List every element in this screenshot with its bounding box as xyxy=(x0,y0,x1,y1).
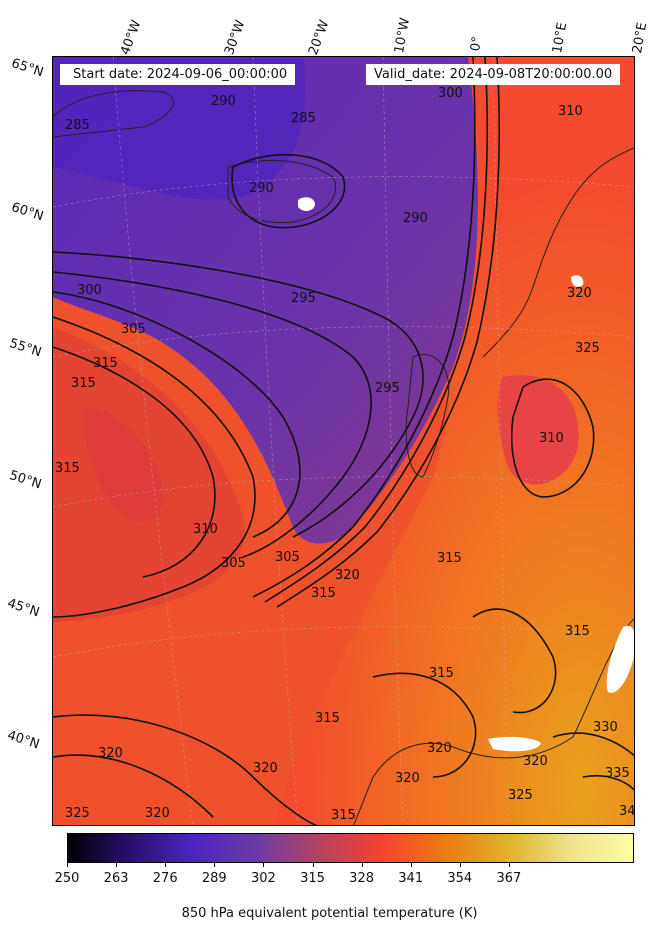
contour-label: 305 xyxy=(121,322,146,337)
colorbar-tickmark xyxy=(263,863,265,867)
contour-label: 310 xyxy=(539,431,564,446)
colorbar-tickmark xyxy=(459,863,461,867)
lat-label: 45°N xyxy=(5,596,42,621)
contour-label: 315 xyxy=(315,711,340,726)
lon-label: 0° xyxy=(468,35,486,53)
contour-label: 295 xyxy=(291,291,316,306)
map-panel: 285 290 285 290 290 300 310 295 300 305 … xyxy=(52,56,635,826)
colorbar-tick-label: 289 xyxy=(201,871,227,886)
contour-label: 315 xyxy=(437,551,462,566)
contour-label: 285 xyxy=(291,111,316,126)
colorbar-tick-label: 250 xyxy=(54,871,80,886)
colorbar-tick-label: 263 xyxy=(103,871,129,886)
contour-label: 315 xyxy=(331,808,356,823)
nodata-patch xyxy=(298,197,315,211)
contour-label: 340 xyxy=(619,804,635,819)
contour-label: 330 xyxy=(593,720,618,735)
contour-label: 320 xyxy=(395,771,420,786)
colorbar-tickmark xyxy=(508,863,510,867)
contour-label: 315 xyxy=(429,666,454,681)
colorbar-tickmark xyxy=(312,863,314,867)
greenland-coast xyxy=(53,90,174,138)
contour-label: 320 xyxy=(253,761,278,776)
contour-label: 335 xyxy=(605,766,630,781)
contour-label: 295 xyxy=(375,381,400,396)
colorbar-tickmark xyxy=(165,863,167,867)
contour-label: 305 xyxy=(221,556,246,571)
lon-label: 20°E xyxy=(630,21,651,55)
contour-label: 325 xyxy=(575,341,600,356)
nodata-patch xyxy=(606,625,634,693)
contour-label-group: 285 290 285 290 290 300 310 295 300 305 … xyxy=(55,86,635,823)
lat-label: 40°N xyxy=(5,728,42,753)
colorbar-tick-label: 367 xyxy=(496,871,522,886)
warm-east-region xyxy=(273,57,634,825)
colorbar-tick-label: 328 xyxy=(349,871,375,886)
contour-label: 320 xyxy=(567,286,592,301)
valid-date-label: Valid_date: 2024-09-08T20:00:00.00 xyxy=(366,64,621,85)
graticule xyxy=(53,57,634,825)
contour-label: 325 xyxy=(65,806,90,821)
contour-label: 315 xyxy=(311,586,336,601)
contour-label: 320 xyxy=(98,746,123,761)
contour-label: 285 xyxy=(65,118,90,133)
lon-label: 20°W xyxy=(306,18,333,58)
theta-e-map: 285 290 285 290 290 300 310 295 300 305 … xyxy=(53,57,635,825)
contour-label: 315 xyxy=(565,624,590,639)
lat-label: 60°N xyxy=(9,200,46,225)
contour-label: 320 xyxy=(523,754,548,769)
colorbar-tickmark xyxy=(67,863,68,867)
colorbar-tick-label: 315 xyxy=(300,871,325,886)
colorbar xyxy=(67,833,634,863)
contour-label: 300 xyxy=(77,283,102,298)
lat-label: 50°N xyxy=(7,468,44,493)
contour-label: 290 xyxy=(403,211,428,226)
colorbar-tick-label: 276 xyxy=(152,871,178,886)
colorbar-tick-label: 341 xyxy=(398,871,424,886)
lat-label: 65°N xyxy=(9,56,46,81)
colorbar-tickmark xyxy=(214,863,216,867)
contour-label: 325 xyxy=(508,788,533,803)
contour-label: 315 xyxy=(93,356,118,371)
start-date-label: Start date: 2024-09-06_00:00:00 xyxy=(60,64,296,85)
colorbar-tick-label: 302 xyxy=(250,871,276,886)
lat-label: 55°N xyxy=(7,336,44,361)
contour-label: 310 xyxy=(193,522,218,537)
contour-label: 315 xyxy=(55,461,80,476)
colorbar-tickmark xyxy=(116,863,118,867)
nodata-patch xyxy=(488,736,541,752)
colorbar-tick-label: 354 xyxy=(447,871,473,886)
contour-label: 320 xyxy=(427,741,452,756)
europe-coast xyxy=(353,147,634,825)
colorbar-tickmark xyxy=(410,863,412,867)
colorbar-label: 850 hPa equivalent potential temperature… xyxy=(181,906,478,921)
contour-label: 320 xyxy=(335,568,360,583)
contour-label: 315 xyxy=(71,376,96,391)
contour-label: 305 xyxy=(275,550,300,565)
colorbar-tickmark xyxy=(361,863,363,867)
contour-label: 300 xyxy=(438,86,463,101)
contour-lines xyxy=(53,57,634,825)
lon-label: 40°W xyxy=(118,18,145,58)
contour-label: 320 xyxy=(145,806,170,821)
contour-label: 290 xyxy=(211,94,236,109)
lon-label: 10°W xyxy=(392,16,414,55)
contour-label: 310 xyxy=(558,104,583,119)
lon-label: 30°W xyxy=(222,18,249,58)
cold-core xyxy=(53,57,306,200)
contour-label: 290 xyxy=(249,181,274,196)
nodata-patch xyxy=(571,275,584,287)
lon-label: 10°E xyxy=(550,21,571,55)
